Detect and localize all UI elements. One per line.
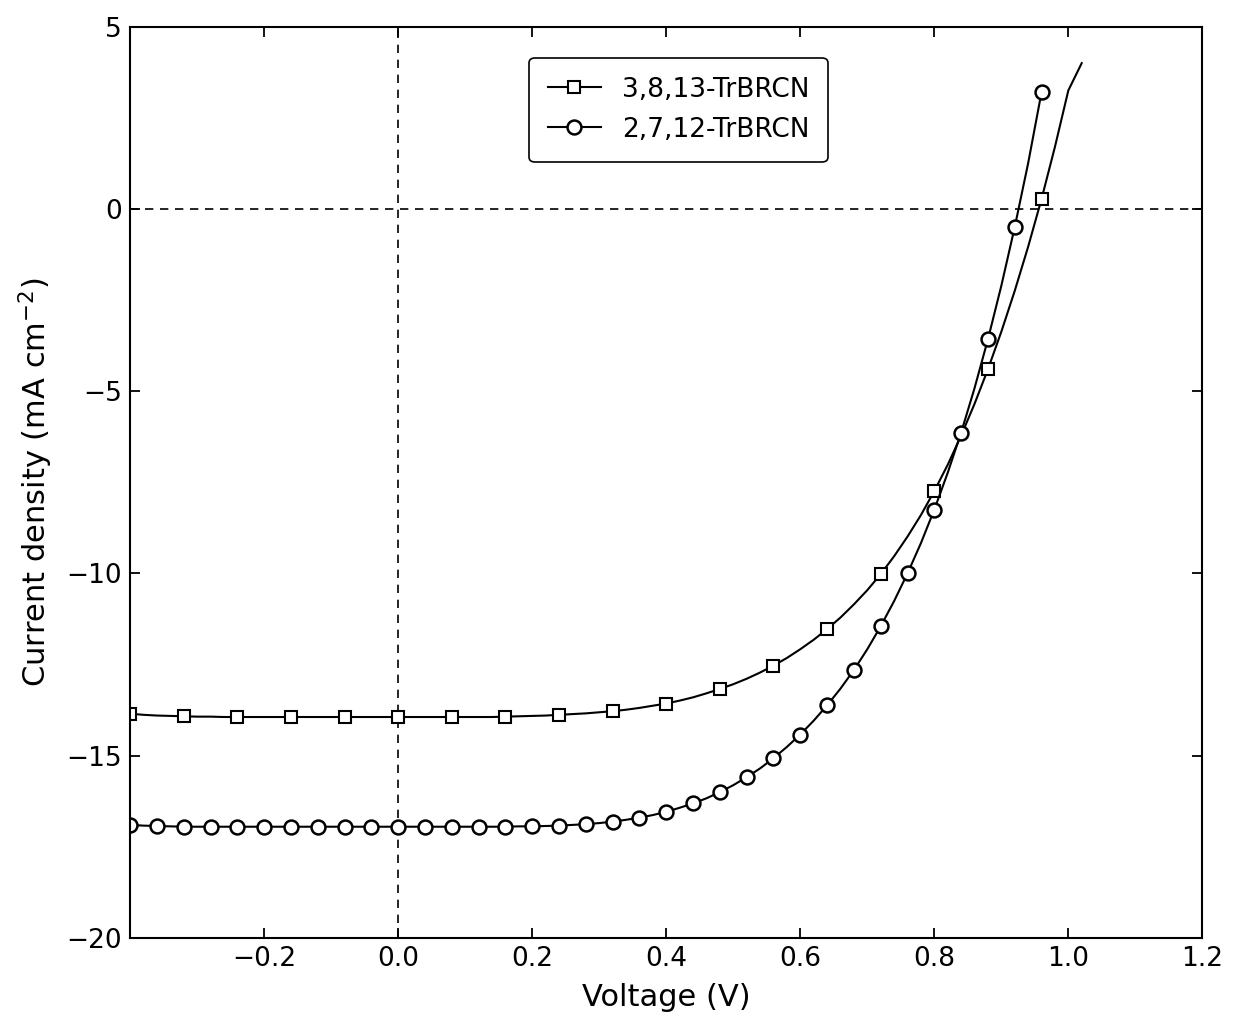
3,8,13-TrBRCN <box>365 711 379 723</box>
3,8,13-TrBRCN <box>123 708 138 720</box>
Y-axis label: Current density (mA cm$^{-2}$): Current density (mA cm$^{-2}$) <box>16 278 55 687</box>
2,7,12-TrBRCN <box>1034 86 1049 99</box>
3,8,13-TrBRCN <box>217 711 232 723</box>
2,7,12-TrBRCN <box>444 820 459 832</box>
2,7,12-TrBRCN <box>310 820 325 832</box>
2,7,12-TrBRCN <box>203 820 218 832</box>
X-axis label: Voltage (V): Voltage (V) <box>582 984 750 1013</box>
Line: 3,8,13-TrBRCN: 3,8,13-TrBRCN <box>125 58 1087 722</box>
3,8,13-TrBRCN <box>1074 57 1089 69</box>
3,8,13-TrBRCN <box>739 673 754 685</box>
2,7,12-TrBRCN <box>176 820 191 832</box>
3,8,13-TrBRCN <box>458 711 472 723</box>
2,7,12-TrBRCN <box>1021 157 1035 170</box>
3,8,13-TrBRCN <box>270 711 285 723</box>
3,8,13-TrBRCN <box>780 651 795 664</box>
2,7,12-TrBRCN <box>123 819 138 831</box>
2,7,12-TrBRCN <box>658 806 673 818</box>
3,8,13-TrBRCN <box>672 695 687 707</box>
Legend: 3,8,13-TrBRCN, 2,7,12-TrBRCN: 3,8,13-TrBRCN, 2,7,12-TrBRCN <box>529 58 828 162</box>
Line: 2,7,12-TrBRCN: 2,7,12-TrBRCN <box>123 85 1049 833</box>
2,7,12-TrBRCN <box>432 820 446 832</box>
